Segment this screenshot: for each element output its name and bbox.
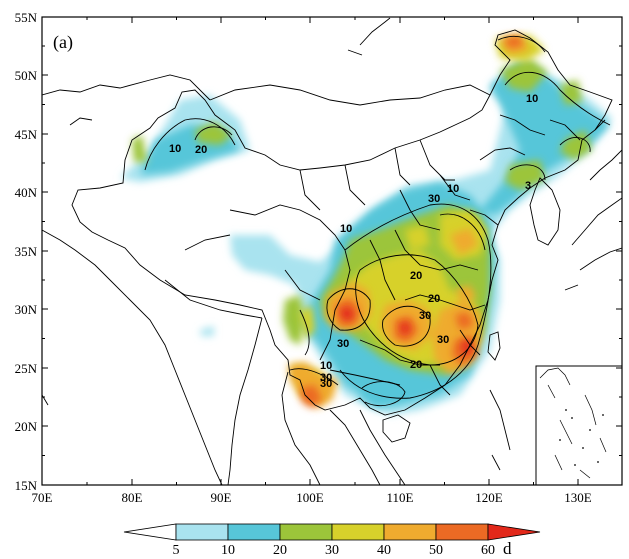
x-tick-label: 110E [387,490,414,505]
shaded-field [120,35,612,415]
colorbar-segment [331,523,385,541]
contour-label: 30 [437,334,449,346]
contour-label: 10 [447,183,459,195]
y-tick-label: 40N [15,185,38,200]
colorbar-tick-label: 10 [221,543,235,558]
y-tick-label: 35N [15,244,38,259]
colorbar-segment [227,523,281,541]
colorbar-segment [435,523,489,541]
colorbar-labels: 5 10 20 30 40 50 60 d [173,539,513,558]
contour-label: 20 [195,144,207,156]
contour-label: 30 [320,378,332,390]
contour-label: 30 [419,310,431,322]
colorbar-unit: d [503,539,512,558]
y-tick-label: 20N [15,419,38,434]
x-tick-label: 70E [32,490,53,505]
contour-labels: 10 20 10 30 10 20 20 30 30 30 10 30 30 2… [169,93,538,390]
contour-label: 30 [320,372,332,384]
x-axis-labels: 70E 80E 90E 100E 110E 120E 130E [32,490,592,505]
x-tick-label: 130E [564,490,592,505]
colorbar-segment [175,523,229,541]
colorbar [123,523,541,541]
colorbar-tick-label: 5 [173,543,180,558]
colorbar-right-extension [487,523,541,541]
colorbar-tick-label: 50 [429,543,443,558]
contour-label: 20 [428,293,440,305]
colorbar-segment [279,523,333,541]
axis-ticks [41,16,622,486]
x-tick-label: 90E [211,490,232,505]
contour-label: 3 [525,180,531,192]
colorbar-tick-label: 60 [481,543,495,558]
y-tick-label: 30N [15,302,38,317]
contour-label: 30 [428,193,440,205]
panel-label: (a) [53,32,73,53]
contour-label: 20 [410,270,422,282]
colorbar-left-extension [123,523,177,541]
contour-label: 10 [526,93,538,105]
y-axis-labels: 55N 50N 45N 40N 35N 30N 25N 20N 15N [15,10,38,493]
y-tick-label: 45N [15,127,38,142]
x-tick-label: 100E [296,490,324,505]
colorbar-segment [383,523,437,541]
colorbar-tick-label: 20 [273,543,287,558]
south-china-sea-inset [535,365,623,486]
colorbar-tick-label: 40 [377,543,391,558]
contour-label: 30 [337,338,349,350]
contour-label: 20 [410,359,422,371]
y-tick-label: 50N [15,68,38,83]
x-tick-label: 80E [122,490,143,505]
contour-label: 10 [320,360,332,372]
colorbar-tick-label: 30 [325,543,339,558]
y-tick-label: 55N [15,10,38,25]
y-tick-label: 25N [15,361,38,376]
country-boundaries [42,17,622,485]
contour-label: 10 [340,223,352,235]
x-tick-label: 120E [475,490,503,505]
contour-label: 10 [169,143,181,155]
y-tick-label: 15N [15,478,38,493]
